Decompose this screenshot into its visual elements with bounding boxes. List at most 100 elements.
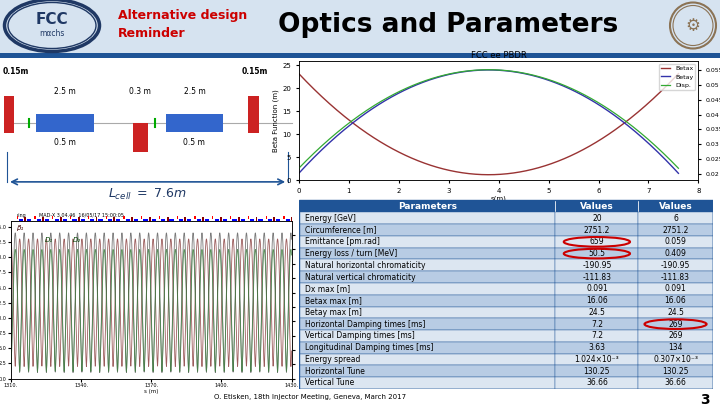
Bar — [556, 377, 638, 389]
Text: Parameters: Parameters — [397, 202, 456, 211]
Bar — [37, 219, 41, 221]
Bar — [299, 213, 556, 224]
Text: 6: 6 — [673, 214, 678, 223]
Betay — [296, 170, 305, 175]
Bar — [113, 217, 115, 222]
Bar — [556, 283, 638, 295]
Bar — [194, 215, 196, 219]
Text: 0.091: 0.091 — [665, 284, 686, 293]
Disp. — [528, 72, 536, 77]
Bar — [299, 377, 556, 389]
Bar — [184, 217, 186, 222]
Bar — [143, 219, 148, 221]
Text: 16.06: 16.06 — [665, 296, 686, 305]
Bar — [250, 219, 254, 221]
Text: 2751.2: 2751.2 — [584, 226, 610, 234]
Bar — [258, 219, 263, 221]
Text: Betax max [m]: Betax max [m] — [305, 296, 362, 305]
Text: -111.83: -111.83 — [661, 273, 690, 281]
Text: Vertical Damping times [ms]: Vertical Damping times [ms] — [305, 331, 415, 340]
Text: Circumference [m]: Circumference [m] — [305, 226, 377, 234]
Bar — [638, 236, 713, 248]
Text: Alternative design: Alternative design — [118, 9, 247, 22]
Bar — [299, 342, 556, 354]
Text: Energy [GeV]: Energy [GeV] — [305, 214, 356, 223]
Bar — [205, 219, 210, 221]
Bar — [299, 365, 556, 377]
Betax — [616, 124, 624, 129]
Betay — [521, 71, 529, 76]
Bar — [638, 377, 713, 389]
Disp. — [640, 134, 649, 139]
Bar — [70, 215, 71, 219]
Text: 0.409: 0.409 — [665, 249, 686, 258]
Disp. — [616, 115, 624, 119]
Bar — [266, 215, 267, 219]
Bar — [556, 260, 638, 271]
Bar — [556, 295, 638, 307]
Text: Reminder: Reminder — [118, 27, 186, 40]
X-axis label: s (m): s (m) — [144, 389, 158, 394]
Bar — [299, 200, 556, 213]
Betax — [296, 72, 305, 77]
Bar — [638, 330, 713, 342]
Betax — [294, 71, 303, 76]
Bar — [638, 342, 713, 354]
Text: 659: 659 — [590, 237, 604, 246]
Bar — [299, 271, 556, 283]
Bar — [202, 217, 204, 222]
Bar — [294, 219, 298, 221]
Bar — [134, 219, 138, 221]
Bar — [556, 307, 638, 318]
Bar — [159, 215, 160, 219]
Text: 0.091: 0.091 — [586, 284, 608, 293]
Bar — [638, 260, 713, 271]
Text: 0.15m: 0.15m — [241, 67, 268, 77]
Text: 3.63: 3.63 — [588, 343, 606, 352]
Text: 24.5: 24.5 — [588, 308, 606, 317]
Text: 20: 20 — [592, 214, 602, 223]
Text: Emittance [pm.rad]: Emittance [pm.rad] — [305, 237, 380, 246]
Bar — [45, 219, 49, 221]
Disp. — [522, 71, 531, 76]
Bar — [169, 219, 174, 221]
Bar — [638, 213, 713, 224]
Text: 3: 3 — [701, 393, 710, 405]
Bar — [81, 219, 85, 221]
Text: D₂: D₂ — [73, 237, 81, 243]
Bar — [276, 219, 280, 221]
Bar — [63, 219, 67, 221]
Bar — [176, 215, 178, 219]
Bar — [90, 219, 94, 221]
Bar — [638, 354, 713, 365]
Bar — [291, 217, 293, 222]
Text: 130.25: 130.25 — [584, 367, 610, 376]
Text: ring: ring — [17, 213, 26, 217]
Text: D₁: D₁ — [45, 237, 53, 243]
Betax — [521, 168, 529, 173]
Text: Vertical Tune: Vertical Tune — [305, 378, 354, 388]
Disp. — [294, 166, 303, 171]
Bar — [133, 123, 148, 152]
Bar — [556, 271, 638, 283]
Bar — [556, 365, 638, 377]
Bar — [108, 219, 112, 221]
Bar — [299, 236, 556, 248]
Bar — [24, 217, 26, 222]
Line: Betax: Betax — [299, 74, 678, 175]
Bar — [116, 219, 120, 221]
Bar — [299, 283, 556, 295]
Text: 2.5 m: 2.5 m — [54, 87, 76, 96]
Bar — [556, 213, 638, 224]
Betay — [522, 72, 531, 77]
Bar — [556, 342, 638, 354]
Line: Betay: Betay — [299, 70, 678, 173]
Y-axis label: Beta Function (m): Beta Function (m) — [273, 89, 279, 152]
Text: 7.2: 7.2 — [591, 331, 603, 340]
Bar — [99, 219, 102, 221]
Text: 36.66: 36.66 — [586, 378, 608, 388]
Text: Dx max [m]: Dx max [m] — [305, 284, 350, 293]
Bar — [556, 236, 638, 248]
Title: FCC ee PBDR: FCC ee PBDR — [471, 51, 526, 60]
Bar — [161, 219, 166, 221]
